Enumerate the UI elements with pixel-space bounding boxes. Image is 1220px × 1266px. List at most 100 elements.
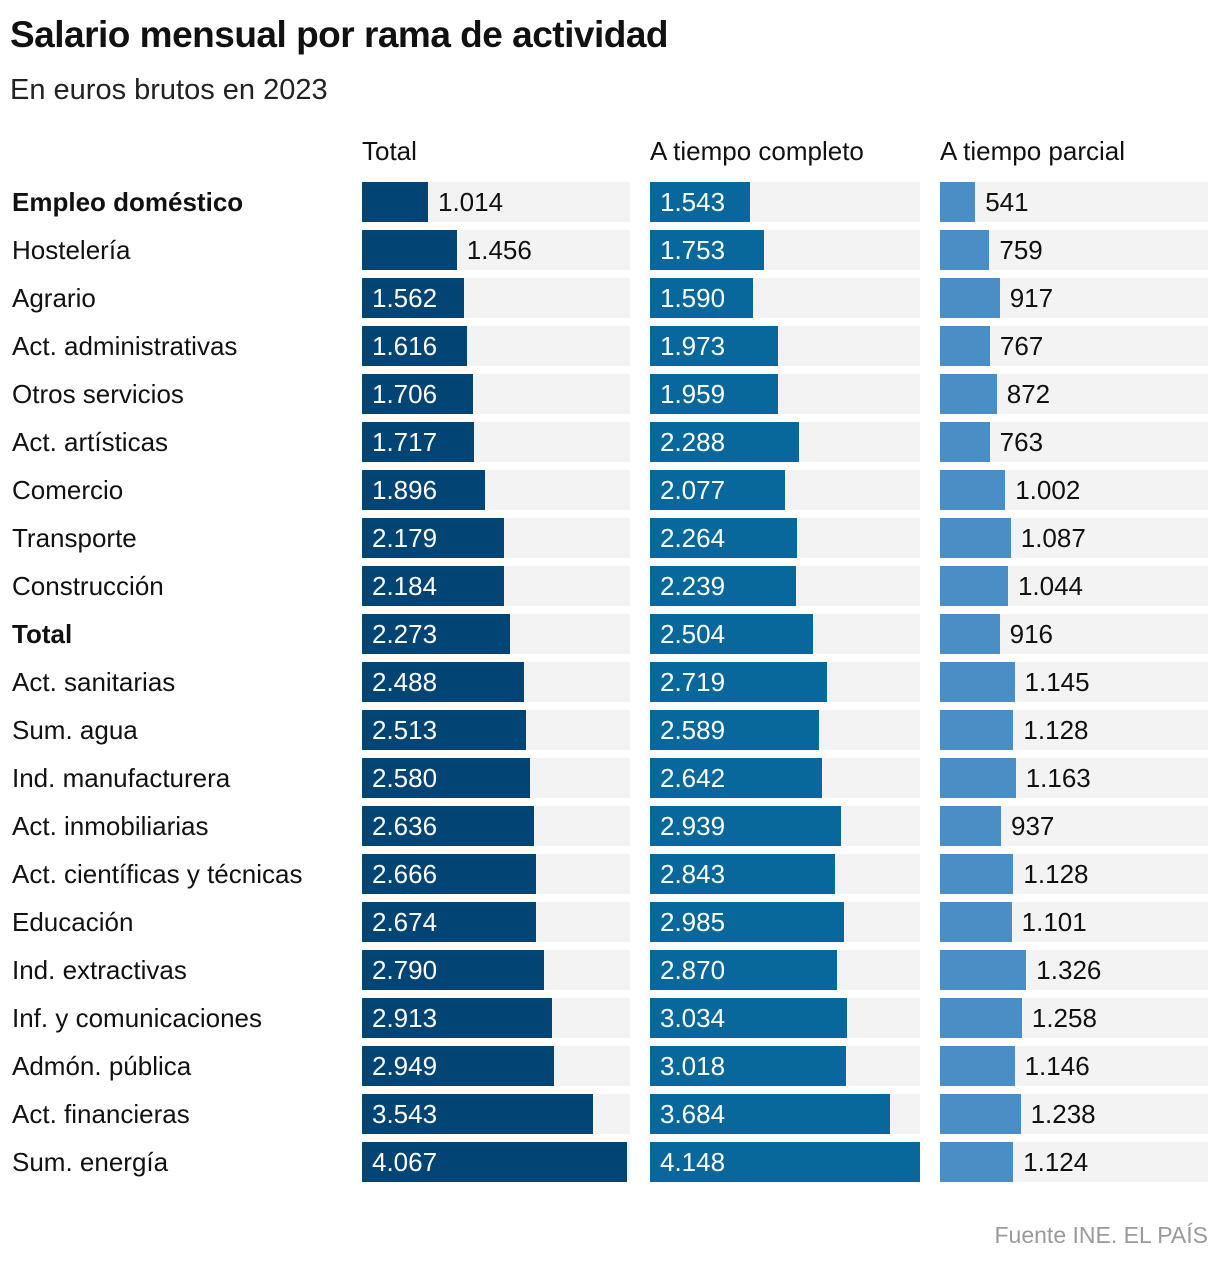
bar-track: 1.456 [362,230,630,270]
bar-track: 1.562 [362,278,630,318]
bar-track: 1.145 [940,662,1208,702]
bar [650,710,819,750]
category-label: Act. inmobiliarias [12,811,209,841]
bar [362,710,526,750]
bar [650,758,822,798]
bar-track: 2.870 [650,950,920,990]
data-label: 2.273 [372,619,438,649]
bar [650,374,778,414]
bar [940,806,1001,846]
data-label: 2.949 [372,1051,438,1081]
bar [940,470,1006,510]
data-label: 3.684 [660,1099,726,1129]
data-label: 3.018 [660,1051,726,1081]
data-label: 2.642 [660,763,726,793]
bar [650,566,796,606]
bar [650,806,842,846]
category-label: Comercio [12,475,124,505]
bar-track: 1.258 [940,998,1208,1038]
data-label: 2.184 [372,571,438,601]
bar [940,566,1008,606]
category-label: Act. artísticas [12,427,169,457]
bar-track: 2.580 [362,758,630,798]
data-label: 1.616 [372,331,438,361]
data-label: 2.077 [660,475,726,505]
bar [362,326,468,366]
data-label: 3.543 [372,1099,438,1129]
bar [940,1142,1014,1182]
bar [940,182,976,222]
bar [650,854,836,894]
bar [940,854,1014,894]
data-label: 2.504 [660,619,726,649]
bar-track: 3.543 [362,1094,630,1134]
bar [650,1094,890,1134]
bar-track: 1.128 [940,710,1208,750]
data-label: 2.913 [372,1003,438,1033]
data-label: 872 [1006,379,1051,409]
bar-track: 1.124 [940,1142,1208,1182]
bar [940,230,990,270]
data-label: 1.456 [466,235,532,265]
bar-track: 2.179 [362,518,630,558]
data-label: 1.128 [1023,715,1089,745]
bar-track: 3.034 [650,998,920,1038]
bar-track: 872 [940,374,1208,414]
category-label: Transporte [12,523,137,553]
data-label: 541 [985,187,1029,217]
data-label: 937 [1010,811,1055,841]
data-label: 2.985 [660,907,726,937]
data-label: 2.513 [372,715,438,745]
category-label: Sum. agua [12,715,138,745]
category-label: Hostelería [12,235,131,265]
bar-track: 1.014 [362,182,630,222]
data-label: 1.128 [1023,859,1089,889]
bar [650,950,837,990]
bar-track: 916 [940,614,1208,654]
bar [362,470,486,510]
chart-subtitle: En euros brutos en 2023 [10,74,328,106]
bar [650,182,751,222]
bar [362,278,464,318]
bar [940,710,1014,750]
bar-track: 1.002 [940,470,1208,510]
bar-track: 1.706 [362,374,630,414]
data-label: 1.145 [1024,667,1090,697]
data-label: 1.562 [372,283,438,313]
column-header: A tiempo completo [650,136,864,166]
data-label: 2.179 [372,523,438,553]
bar [940,998,1022,1038]
bar-track: 1.101 [940,902,1208,942]
category-label: Act. administrativas [12,331,238,361]
bar [362,806,534,846]
bar-track: 2.790 [362,950,630,990]
data-label: 2.843 [660,859,726,889]
bar-track: 1.238 [940,1094,1208,1134]
bar [650,662,827,702]
bar-track: 3.018 [650,1046,920,1086]
bar-track: 1.590 [650,278,920,318]
data-label: 1.087 [1020,523,1086,553]
chart-title: Salario mensual por rama de actividad [10,14,669,55]
data-label: 2.264 [660,523,726,553]
bar [940,1046,1015,1086]
bar-track: 2.184 [362,566,630,606]
bar [362,614,510,654]
bar [650,470,786,510]
bar-track: 759 [940,230,1208,270]
bar-track: 2.949 [362,1046,630,1086]
category-label: Total [12,619,73,649]
bar-track: 2.077 [650,470,920,510]
data-label: 1.973 [660,331,726,361]
column-header: A tiempo parcial [940,136,1125,166]
bar [940,422,990,462]
bar-track: 2.674 [362,902,630,942]
bar-track: 2.488 [362,662,630,702]
bar-track: 1.959 [650,374,920,414]
data-label: 1.753 [660,235,726,265]
bar-track: 3.684 [650,1094,920,1134]
category-label: Sum. energía [12,1147,169,1177]
data-label: 2.666 [372,859,438,889]
bar [650,1142,920,1182]
bar [650,422,799,462]
